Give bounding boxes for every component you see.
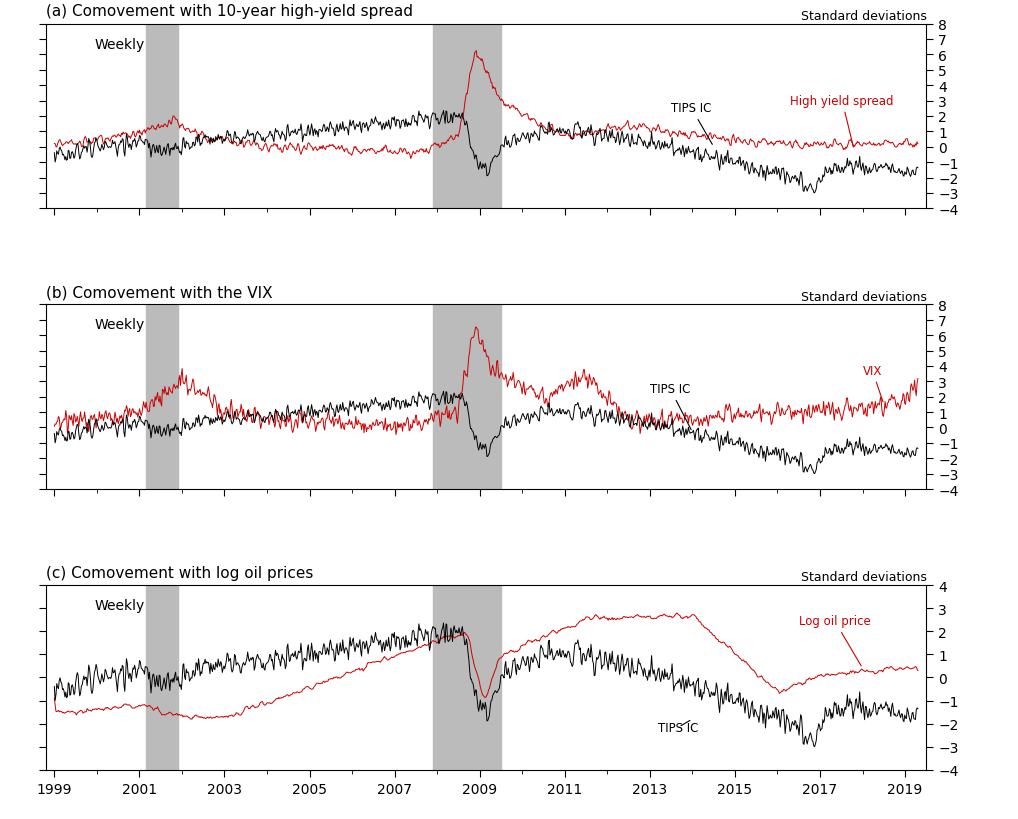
Text: Weekly: Weekly bbox=[95, 599, 145, 613]
Text: High yield spread: High yield spread bbox=[790, 94, 894, 148]
Text: TIPS IC: TIPS IC bbox=[649, 382, 691, 430]
Text: TIPS IC: TIPS IC bbox=[659, 721, 698, 734]
Text: Standard deviations: Standard deviations bbox=[800, 290, 926, 303]
Text: (b) Comovement with the VIX: (b) Comovement with the VIX bbox=[46, 285, 273, 300]
Bar bbox=[146, 305, 178, 490]
Text: Log oil price: Log oil price bbox=[799, 614, 870, 666]
Text: VIX: VIX bbox=[862, 364, 883, 402]
Bar bbox=[433, 305, 501, 490]
Text: Standard deviations: Standard deviations bbox=[800, 571, 926, 583]
Bar bbox=[433, 586, 501, 770]
Text: Standard deviations: Standard deviations bbox=[800, 10, 926, 23]
Text: (a) Comovement with 10-year high-yield spread: (a) Comovement with 10-year high-yield s… bbox=[46, 4, 413, 19]
Text: Weekly: Weekly bbox=[95, 318, 145, 332]
Text: Weekly: Weekly bbox=[95, 38, 145, 52]
Text: TIPS IC: TIPS IC bbox=[671, 102, 713, 145]
Text: (c) Comovement with log oil prices: (c) Comovement with log oil prices bbox=[46, 565, 314, 580]
Bar bbox=[433, 25, 501, 209]
Bar bbox=[146, 586, 178, 770]
Bar bbox=[146, 25, 178, 209]
